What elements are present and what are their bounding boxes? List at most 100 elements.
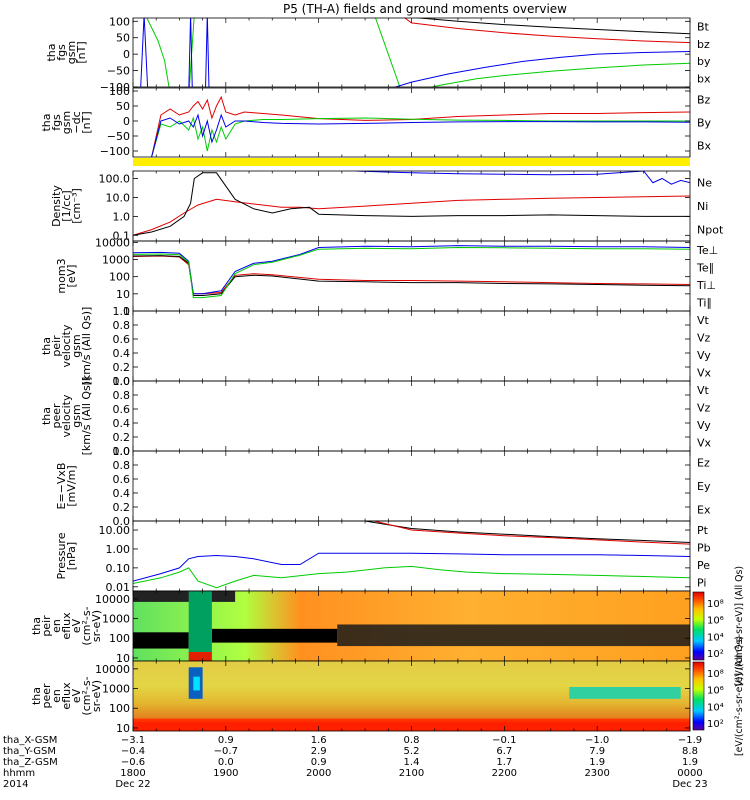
- y-tick-label: 1: [123, 305, 130, 318]
- y-tick-label: −100: [100, 81, 130, 94]
- series-line-Ti∥: [133, 246, 690, 299]
- y-tick-label: 0.6: [113, 403, 131, 416]
- panel-frame: [132, 450, 691, 522]
- y-axis-label: en: [50, 619, 63, 633]
- y-axis-label: gsm: [65, 41, 78, 64]
- spectrogram-band: [188, 591, 212, 653]
- y-axis-label: peer: [50, 403, 63, 429]
- x-axis-row-label: tha_Y-GSM: [3, 746, 56, 757]
- x-axis-row-label: 2014: [3, 779, 28, 790]
- panel-3: 100.0 10.0 1.0 0.1 Density[1/cc][cm⁻³] Ne Ni Np…: [50, 170, 724, 242]
- x-axis-value: 0.0: [218, 757, 234, 768]
- y-axis-label: tha: [30, 687, 43, 705]
- x-axis-row-label: hhmm: [3, 768, 35, 779]
- y-tick-label: 1.0: [113, 210, 131, 223]
- legend-entry: Ti∥: [696, 296, 712, 309]
- y-tick-label: 0.0: [113, 375, 131, 388]
- y-tick-label: 10: [116, 288, 130, 301]
- y-tick-label: 10: [116, 722, 130, 735]
- x-axis-value: 6.7: [496, 746, 512, 757]
- colorbar-tick-label: 10⁸: [707, 599, 724, 610]
- y-tick-label: 100: [109, 85, 130, 98]
- x-axis-row-label: tha_Z-GSM: [3, 757, 58, 768]
- y-tick-label: 1.0: [113, 445, 131, 458]
- y-axis-label: tha: [40, 113, 53, 131]
- legend-entry: By: [697, 117, 712, 130]
- spectrogram-band: [193, 676, 200, 691]
- y-tick-label: −100: [100, 145, 130, 158]
- series-line-Pe: [133, 565, 690, 589]
- y-axis-label: fgs: [55, 44, 68, 61]
- x-axis-labels: tha_X-GSM −3.1 0.9 1.6 0.8 −0.1 −1.0 −1.9 tha_Y-…: [3, 735, 708, 790]
- spectrogram-noise-region: [211, 628, 338, 643]
- y-tick-label: 10000: [95, 593, 130, 606]
- series-line-Pt: [365, 521, 690, 543]
- y-tick-label: 0.2: [113, 361, 131, 374]
- panel-frame: [132, 240, 691, 312]
- y-tick-label: 10.00: [99, 524, 131, 537]
- legend-entry: Vy: [697, 349, 711, 362]
- y-tick-label: 10.0: [106, 191, 131, 204]
- y-axis-label: sr-eV): [90, 680, 103, 712]
- x-axis-value: 0.8: [404, 735, 420, 746]
- y-axis-label: Density: [50, 185, 63, 227]
- y-axis-label: eV: [70, 618, 83, 633]
- colorbar-tick-label: 10⁴: [707, 702, 724, 713]
- panel-frame: [132, 380, 691, 452]
- legend-entry: Ni: [697, 200, 708, 213]
- x-axis-value: −1.0: [585, 735, 609, 746]
- y-axis-label: (cm²-s-: [80, 606, 93, 645]
- y-axis-label: velocity: [60, 324, 73, 367]
- legend-entry: Te∥: [696, 261, 714, 274]
- spectrogram-image: [133, 591, 690, 661]
- y-tick-label: 0.1: [113, 229, 131, 242]
- y-tick-label: 10000: [95, 663, 130, 676]
- series-line-Te∥: [133, 255, 690, 296]
- y-axis-label: (cm²-s-: [80, 676, 93, 715]
- x-axis-value: 0000: [677, 768, 702, 779]
- colorbar-tick-label: 10⁶: [707, 686, 724, 697]
- x-axis-value: −3.1: [121, 735, 145, 746]
- legend-entry: by: [697, 55, 711, 68]
- series-line-Bx: [151, 113, 690, 157]
- x-axis-value: 2100: [399, 768, 424, 779]
- panel-8: 10.00 1.00 0.10 0.01 Pressure[nPa] Pt Pb Pe Pi: [55, 520, 711, 594]
- x-axis-value: 1.6: [311, 735, 327, 746]
- y-axis-label: Pressure: [55, 532, 68, 579]
- x-axis-value: 1.9: [682, 757, 698, 768]
- y-axis-label: peer: [40, 683, 53, 709]
- series-line-By: [151, 116, 690, 157]
- series-line-by: [144, 18, 690, 87]
- series-layer: [151, 95, 690, 157]
- y-tick-label: 10000: [95, 236, 130, 249]
- legend-entry: Ti⊥: [696, 279, 716, 292]
- series-line-Bt: [413, 18, 690, 35]
- y-axis-label: [nT]: [80, 111, 93, 133]
- legend-entry: Vy: [697, 419, 711, 432]
- y-tick-label: 1.00: [106, 543, 131, 556]
- legend-entry: Bt: [697, 21, 710, 34]
- series-line-Bz: [151, 95, 690, 157]
- y-axis-label: gsm: [70, 334, 83, 357]
- y-axis-label: tha: [45, 43, 58, 61]
- y-axis-label: gsm: [60, 111, 73, 134]
- y-axis-label: velocity: [60, 394, 73, 437]
- y-tick-label: 1000: [102, 683, 130, 696]
- legend-entry: Npot: [697, 223, 724, 236]
- series-line-Ne: [133, 195, 690, 236]
- y-tick-label: 0.6: [113, 333, 131, 346]
- y-tick-label: 10: [116, 652, 130, 665]
- x-axis-value: 0.9: [218, 735, 234, 746]
- colorbar-tick-label: 10⁸: [707, 669, 724, 680]
- y-tick-label: 1000: [102, 613, 130, 626]
- panel-4: 10000 1000 100 10 1 mom3[eV] Te⊥ Te∥ Ti⊥ Ti∥: [55, 236, 718, 318]
- y-tick-label: −50: [107, 130, 130, 143]
- colorbar-tick-label: 10⁴: [707, 632, 724, 643]
- y-tick-label: 100: [109, 15, 130, 28]
- y-tick-label: 0: [123, 115, 130, 128]
- y-axis-label: E=−VxB: [55, 463, 68, 510]
